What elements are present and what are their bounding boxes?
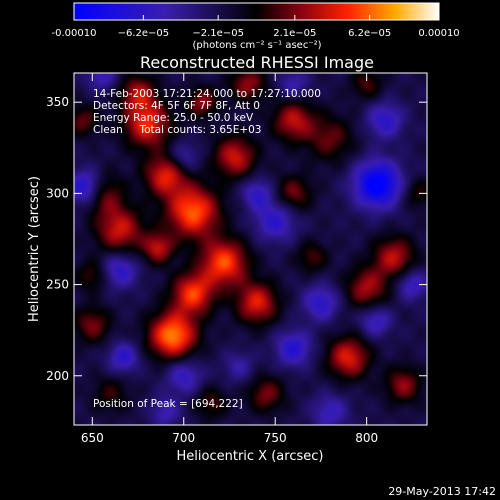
peak-position-label: Position of Peak = [694,222] [93, 398, 243, 410]
annotation-time: 14-Feb-2003 17:21:24.000 to 17:27:10.000 [93, 88, 321, 100]
y-tick-label: 300 [46, 186, 69, 200]
colorbar-tick-label: 2.1e−05 [273, 28, 316, 39]
plot-area [73, 72, 428, 426]
footer-timestamp: 29-May-2013 17:42 [388, 485, 496, 498]
colorbar-tick-label: 0.00010 [418, 28, 459, 39]
colorbar-ticks: -0.00010 −6.2e−05 −2.1e−05 2.1e−05 6.2e−05 0.… [52, 15, 460, 39]
x-tick-label: 750 [264, 431, 287, 445]
plot-frame [73, 72, 428, 426]
y-tick-label: 350 [46, 95, 69, 109]
colorbar-units-label: (photons cm⁻² s⁻¹ asec⁻²) [192, 40, 321, 51]
heatmap-image [74, 73, 427, 425]
colorbar-tick-label: 6.2e−05 [348, 28, 391, 39]
x-tick-label: 800 [355, 431, 378, 445]
colorbar-tick-label: −6.2e−05 [118, 28, 170, 39]
x-tick-label: 650 [81, 431, 104, 445]
annotation-counts: Clean Total counts: 3.65E+03 [93, 124, 262, 136]
y-tick-label: 200 [46, 369, 69, 383]
colorbar-tick-label: -0.00010 [52, 28, 97, 39]
y-axis-label: Heliocentric Y (arcsec) [27, 176, 42, 322]
colorbar-tick-label: −2.1e−05 [192, 28, 244, 39]
x-tick-label: 700 [172, 431, 195, 445]
annotation-energy: Energy Range: 25.0 - 50.0 keV [93, 112, 254, 124]
axis-ticks: 650 700 750 800 200 250 300 350 [46, 73, 427, 445]
annotation-detectors: Detectors: 4F 5F 6F 7F 8F, Att 0 [93, 100, 260, 112]
chart-title: Reconstructed RHESSI Image [140, 53, 374, 72]
y-tick-label: 250 [46, 278, 69, 292]
colorbar [73, 2, 440, 21]
x-axis-label: Heliocentric X (arcsec) [177, 449, 324, 464]
